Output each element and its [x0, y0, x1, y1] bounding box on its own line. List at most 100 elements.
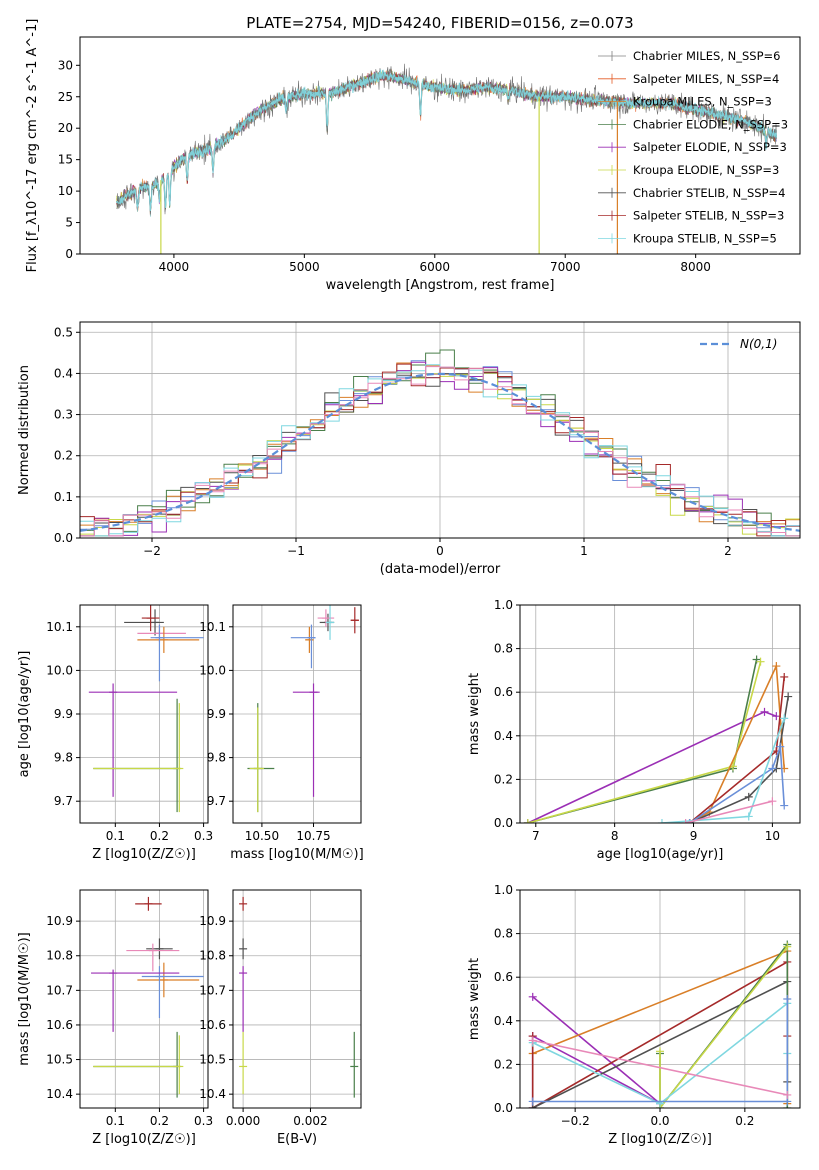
tick-label-x: 0.002	[293, 1114, 327, 1128]
tick-label-x: 0.000	[226, 1114, 260, 1128]
tick-label-y: 9.9	[54, 707, 73, 721]
y-axis-label: mass weight	[467, 673, 482, 755]
axes-frame	[79, 36, 801, 255]
tick-label-y: 9.7	[207, 794, 226, 808]
tick-label-y: 0.2	[494, 1057, 513, 1071]
mass-weight-line	[527, 710, 777, 823]
figure-title: PLATE=2754, MJD=54240, FIBERID=0156, z=0…	[246, 14, 633, 32]
tick-label-x: 8	[611, 829, 619, 843]
axes-frame	[232, 889, 362, 1109]
plot-area	[80, 349, 800, 537]
axes-frame	[232, 604, 362, 824]
mass-weight-marker	[744, 792, 753, 801]
tick-label-y: 10.7	[199, 983, 226, 997]
tick-label-y: 10	[58, 184, 73, 198]
tick-label-y: 30	[58, 58, 73, 72]
tick-label-y: 0.8	[494, 927, 513, 941]
mass-weight-marker	[656, 1047, 664, 1056]
tick-label-x: −0.2	[561, 1114, 590, 1128]
axes-frame	[519, 889, 801, 1109]
tick-label-x: 0	[436, 544, 444, 558]
tick-label-y: 1.0	[494, 598, 513, 612]
tick-label-y: 10.5	[199, 1053, 226, 1067]
tick-label-y: 1.0	[494, 883, 513, 897]
tick-label-y: 10.8	[46, 949, 73, 963]
legend-label: Chabrier STELIB, N_SSP=4	[633, 186, 785, 200]
mass-weight-line	[527, 659, 758, 823]
tick-label-y: 0.0	[494, 1101, 513, 1115]
tick-label-x: 10	[765, 829, 780, 843]
tick-label-y: 0.5	[54, 325, 73, 339]
tick-label-y: 10.4	[199, 1087, 226, 1101]
tick-label-y: 15	[58, 153, 73, 167]
grid	[233, 890, 361, 1108]
tick-label-y: 10.1	[46, 620, 73, 634]
tick-label-x: 4000	[159, 260, 190, 274]
tick-label-y: 10.8	[199, 949, 226, 963]
tick-label-x: 0.2	[150, 829, 169, 843]
y-axis-label: mass [log10(M/M☉)]	[17, 932, 32, 1065]
legend-label: Salpeter ELODIE, N_SSP=3	[633, 140, 787, 154]
tick-label-y: 10.7	[46, 983, 73, 997]
mass-weight-line	[689, 696, 789, 823]
panel-age-vs-Z: 0.1 0.2 0.3 9.7 9.8 9.9 10.0 10.1 Z [log10(Z/Z☉)…	[17, 604, 213, 862]
legend-label: Chabrier MILES, N_SSP=6	[633, 49, 780, 63]
tick-label-y: 0.0	[494, 816, 513, 830]
tick-label-y: 20	[58, 121, 73, 135]
tick-label-y: 0.1	[54, 490, 73, 504]
tick-label-x: 0.2	[735, 1114, 754, 1128]
tick-label-y: 0.2	[494, 772, 513, 786]
plot-area	[523, 655, 793, 823]
tick-label-y: 10.4	[46, 1087, 73, 1101]
y-axis-label: mass weight	[467, 958, 482, 1040]
tick-label-y: 25	[58, 90, 73, 104]
mass-weight-marker	[768, 764, 777, 773]
mass-weight-marker	[681, 819, 690, 823]
axes-frame	[79, 889, 209, 1109]
tick-label-y: 10.9	[199, 914, 226, 928]
tick-label-x: 6000	[420, 260, 451, 274]
tick-label-y: 10.1	[199, 620, 226, 634]
mass-weight-marker	[783, 1090, 792, 1099]
tick-label-y: 10.0	[199, 663, 226, 677]
panel-mass-vs-Z: 0.1 0.2 0.3 10.4 10.5 10.6 10.7 10.8 10.9 Z [log1…	[17, 889, 213, 1147]
x-axis-label: Z [log10(Z/Z☉)]	[92, 1132, 196, 1147]
x-axis-label: Z [log10(Z/Z☉)]	[92, 847, 196, 862]
mass-weight-marker	[780, 714, 789, 723]
mass-weight-marker	[780, 672, 789, 681]
tick-label-y: 9.7	[54, 794, 73, 808]
axes-frame	[79, 604, 209, 824]
mass-weight-marker	[756, 657, 765, 666]
mass-weight-line	[689, 746, 785, 823]
mass-weight-marker	[783, 995, 792, 1003]
plot-area	[528, 940, 792, 1108]
mass-weight-marker	[523, 819, 532, 823]
normal-curve	[80, 372, 800, 532]
legend-label: Chabrier ELODIE, N_SSP=3	[633, 117, 788, 131]
tick-label-y: 0.8	[494, 642, 513, 656]
axes-frame	[79, 321, 801, 539]
tick-label-x: 7000	[550, 260, 581, 274]
tick-label-y: 10.0	[46, 663, 73, 677]
x-axis-label: Z [log10(Z/Z☉)]	[608, 1132, 712, 1147]
mass-weight-marker	[772, 712, 781, 721]
tick-label-y: 0.0	[54, 531, 73, 545]
legend-label: Salpeter STELIB, N_SSP=3	[633, 209, 784, 223]
tick-label-x: 1	[580, 544, 588, 558]
x-axis-label: age [log10(age/yr)]	[597, 847, 724, 862]
tick-label-y: 0.3	[54, 408, 73, 422]
mass-weight-marker	[528, 1097, 537, 1106]
tick-label-x: 8000	[680, 260, 711, 274]
tick-label-y: 10.6	[199, 1018, 226, 1032]
x-axis-label: (data-model)/error	[380, 562, 501, 577]
tick-label-y: 0.2	[54, 449, 73, 463]
tick-label-x: 9	[690, 829, 698, 843]
tick-label-x: 0.3	[194, 829, 213, 843]
tick-label-x: 0.1	[106, 1114, 125, 1128]
mass-weight-line	[659, 946, 788, 1108]
mass-weight-marker	[657, 819, 666, 823]
tick-label-y: 9.9	[207, 707, 226, 721]
tick-label-x: 7	[532, 829, 540, 843]
x-axis-label: wavelength [Angstrom, rest frame]	[326, 278, 555, 293]
